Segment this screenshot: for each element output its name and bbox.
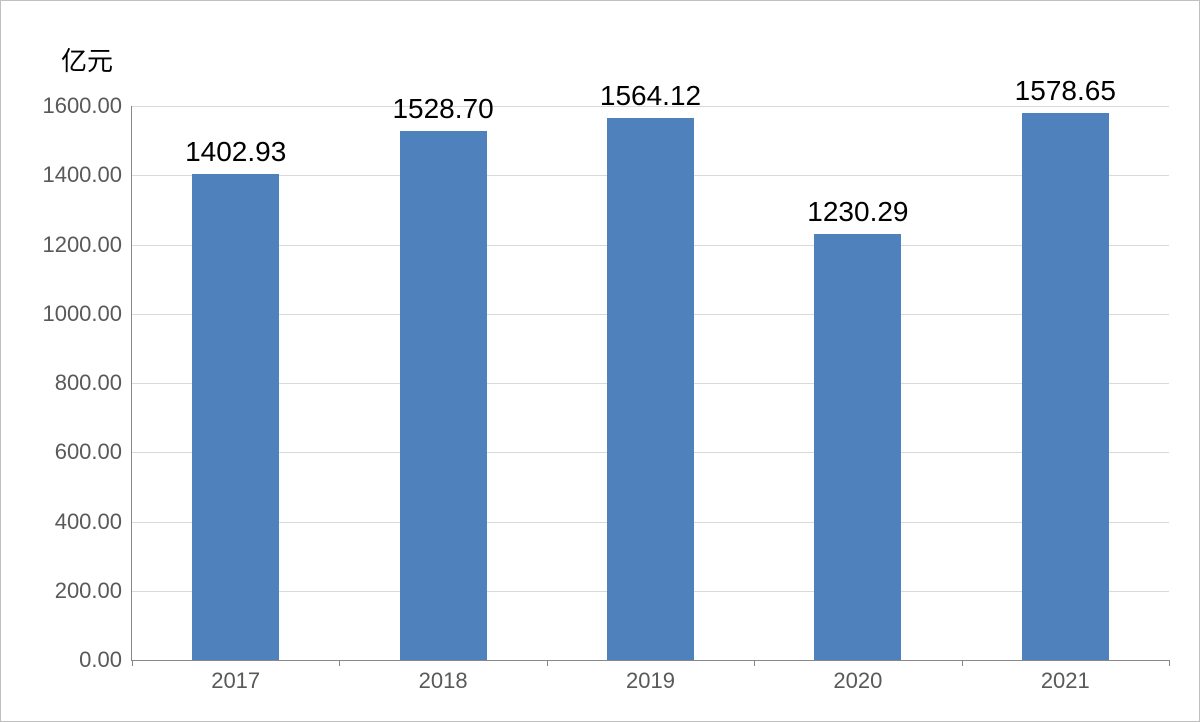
x-tick-mark — [132, 660, 133, 666]
x-tick-mark — [962, 660, 963, 666]
y-tick-label: 600.00 — [55, 439, 132, 465]
bar: 1528.70 — [400, 131, 487, 660]
bar: 1230.29 — [814, 234, 901, 660]
bar: 1564.12 — [607, 118, 694, 660]
y-axis-unit-label: 亿元 — [61, 41, 113, 78]
y-tick-label: 400.00 — [55, 509, 132, 535]
x-tick-label: 2017 — [211, 660, 260, 694]
plot-area: 0.00200.00400.00600.00800.001000.001200.… — [131, 106, 1169, 661]
y-tick-label: 1400.00 — [42, 162, 132, 188]
y-tick-label: 1600.00 — [42, 93, 132, 119]
y-tick-label: 1000.00 — [42, 301, 132, 327]
bar: 1578.65 — [1022, 113, 1109, 660]
bar-value-label: 1578.65 — [1015, 75, 1116, 107]
x-tick-mark — [1169, 660, 1170, 666]
x-tick-label: 2021 — [1041, 660, 1090, 694]
bar-value-label: 1528.70 — [392, 93, 493, 125]
bar-value-label: 1402.93 — [185, 136, 286, 168]
x-tick-mark — [339, 660, 340, 666]
bar: 1402.93 — [192, 174, 279, 660]
x-tick-mark — [754, 660, 755, 666]
chart-container: 亿元 0.00200.00400.00600.00800.001000.0012… — [0, 0, 1200, 722]
bar-value-label: 1564.12 — [600, 80, 701, 112]
x-tick-label: 2019 — [626, 660, 675, 694]
x-tick-label: 2020 — [833, 660, 882, 694]
x-tick-mark — [547, 660, 548, 666]
y-tick-label: 800.00 — [55, 370, 132, 396]
x-tick-label: 2018 — [419, 660, 468, 694]
y-tick-label: 1200.00 — [42, 232, 132, 258]
y-tick-label: 0.00 — [79, 647, 132, 673]
y-tick-label: 200.00 — [55, 578, 132, 604]
bar-value-label: 1230.29 — [807, 196, 908, 228]
